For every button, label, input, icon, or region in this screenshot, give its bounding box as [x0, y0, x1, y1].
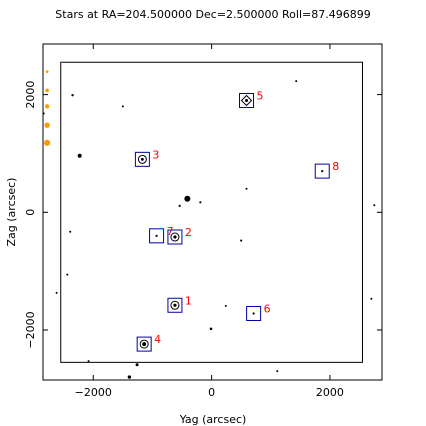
x-axis-label: Yag (arcsec) — [179, 413, 247, 426]
chart-title: Stars at RA=204.500000 Dec=2.500000 Roll… — [55, 8, 370, 21]
guide-star-circle — [139, 339, 149, 349]
star-point — [370, 297, 373, 300]
star-point — [44, 122, 50, 128]
star-point — [135, 363, 139, 367]
catalog-box-2 — [167, 229, 183, 245]
star-point — [44, 139, 51, 146]
guide-star-circle — [137, 154, 147, 164]
catalog-overlays: 1 2 3 4 5 6 7 8 — [134, 89, 339, 352]
star-point — [44, 104, 50, 109]
x-tick-label: −2000 — [75, 386, 112, 399]
catalog-label-8: 8 — [332, 160, 339, 173]
guide-star-circle — [170, 300, 180, 310]
star-point — [42, 112, 45, 115]
star-point — [240, 239, 243, 242]
catalog-label-3: 3 — [152, 148, 159, 161]
fid-light-diamond — [240, 94, 253, 107]
field-of-view-box — [60, 61, 363, 363]
star-point — [199, 201, 202, 204]
x-tick-label: 0 — [208, 386, 215, 399]
star-point — [295, 80, 298, 83]
catalog-label-6: 6 — [264, 303, 271, 316]
star-point — [142, 342, 147, 347]
axis-ticks: −2000 0 2000 −2000 0 2000 — [24, 44, 382, 399]
catalog-label-5: 5 — [257, 89, 264, 102]
catalog-box-4 — [136, 336, 152, 352]
star-point — [252, 312, 255, 315]
y-tick-label: 0 — [24, 209, 37, 216]
catalog-label-1: 1 — [185, 294, 192, 307]
star-point — [45, 88, 49, 93]
star-point — [245, 187, 248, 190]
catalog-box-5 — [239, 92, 255, 108]
star-point — [173, 303, 177, 307]
star-point — [87, 360, 90, 363]
star-point — [184, 195, 191, 202]
star-point — [69, 230, 72, 233]
catalog-box-7 — [149, 228, 165, 244]
x-tick-label: 2000 — [316, 386, 344, 399]
star-point — [373, 204, 376, 207]
star-point — [209, 327, 213, 331]
y-tick-label: −2000 — [24, 311, 37, 348]
star-point — [45, 70, 49, 74]
star-point — [140, 157, 144, 161]
catalog-box-1 — [167, 297, 183, 313]
guide-star-circle — [170, 232, 180, 242]
plot-area-frame — [42, 43, 383, 381]
catalog-box-3 — [134, 151, 150, 167]
star-markers — [42, 70, 376, 379]
catalog-label-2: 2 — [185, 226, 192, 239]
star-point — [224, 304, 227, 307]
star-point — [321, 170, 324, 173]
catalog-label-4: 4 — [154, 333, 161, 346]
star-point — [77, 153, 82, 158]
star-point — [178, 204, 181, 207]
catalog-label-7: 7 — [167, 225, 174, 238]
star-point — [121, 105, 124, 108]
star-point — [71, 93, 74, 97]
catalog-box-8 — [314, 163, 330, 179]
y-tick-label: 2000 — [24, 81, 37, 109]
star-point — [66, 273, 69, 276]
star-point — [245, 98, 249, 102]
star-point — [55, 291, 58, 294]
y-axis-label: Zag (arcsec) — [5, 178, 18, 247]
star-point — [276, 370, 279, 373]
star-point — [173, 235, 177, 239]
catalog-box-6 — [246, 306, 262, 322]
star-point — [155, 234, 158, 237]
star-point — [127, 375, 132, 379]
